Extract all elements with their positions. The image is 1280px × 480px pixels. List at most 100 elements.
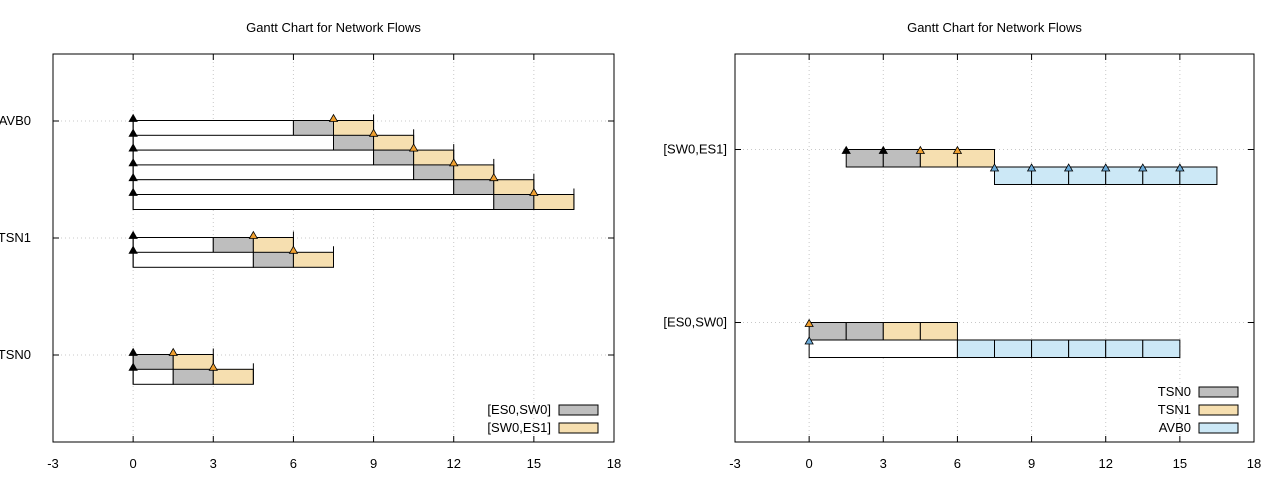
release-marker (128, 172, 138, 182)
legend-label: AVB0 (1159, 420, 1191, 435)
x-tick-label: 9 (1028, 456, 1035, 471)
arrival-marker (248, 230, 259, 239)
x-tick-label: 9 (370, 456, 377, 471)
bar-tsn0-frame (845, 322, 884, 341)
bar-avb0-frame (994, 339, 1033, 358)
release-marker (128, 187, 138, 196)
bar-tsn0-segment (172, 354, 214, 370)
release-marker (128, 230, 138, 239)
bar-avb0-segment (493, 179, 535, 196)
plot-frame (52, 53, 615, 443)
bar-tsn0-segment (172, 368, 214, 385)
transmission-marker (1138, 163, 1148, 172)
wait-bar (132, 179, 455, 196)
bar-avb0-segment (493, 194, 535, 210)
x-tick-label: 15 (1173, 456, 1187, 471)
x-tick-label: 3 (880, 456, 887, 471)
bar-tsn0-segment (212, 368, 254, 385)
release-marker (128, 362, 138, 371)
x-tick-label: 15 (527, 456, 541, 471)
bar-avb0-segment (333, 134, 375, 151)
y-tick-label-avb0: AVB0 (0, 113, 31, 128)
arrival-marker (368, 128, 379, 137)
bar-avb0-segment (373, 134, 415, 151)
bar-avb0-frame (1142, 339, 1181, 358)
plot-frame (734, 53, 1255, 443)
transmission-marker (952, 145, 963, 154)
x-tick-label: 12 (446, 456, 460, 471)
bar-avb0-segment (373, 149, 415, 166)
left-gantt-chart: Gantt Chart for Network Flows -3 0 3 6 9 12 15 1… (0, 20, 621, 471)
transmission-marker (804, 336, 814, 345)
arrival-marker (489, 172, 499, 182)
transmission-marker (878, 145, 888, 154)
legend-swatch (1198, 386, 1239, 398)
transmission-marker (841, 145, 851, 154)
y-tick-label: [SW0,ES1] (663, 142, 727, 157)
bar-tsn0-frame (882, 149, 921, 168)
arrival-marker (449, 158, 459, 167)
chart-title: Gantt Chart for Network Flows (907, 20, 1082, 35)
transmission-marker (915, 145, 926, 154)
transmission-marker (1175, 163, 1185, 172)
wait-bar (132, 134, 334, 151)
transmission-marker (1063, 163, 1074, 172)
bar-tsn0-segment (132, 354, 174, 370)
arrival-marker (328, 113, 339, 122)
x-tick-label: 12 (1098, 456, 1112, 471)
bar-avb0-frame (1031, 166, 1070, 185)
x-tick-label: 0 (130, 456, 137, 471)
wait-bar (132, 120, 294, 136)
bar-avb0-frame (1105, 166, 1144, 185)
y-tick-label-tsn1: TSN1 (0, 230, 31, 245)
bar-avb0-frame (1179, 166, 1218, 185)
bar-avb0-frame (1068, 339, 1107, 358)
x-tick-label: 6 (290, 456, 297, 471)
arrival-marker (529, 187, 539, 196)
bar-avb0-segment (413, 164, 455, 181)
arrival-marker (288, 245, 299, 254)
bar-avb0-segment (292, 120, 334, 136)
arrival-marker (208, 362, 218, 371)
bar-tsn1-segment (252, 251, 294, 268)
wait-bar (132, 237, 214, 253)
bar-tsn0-frame (845, 149, 884, 168)
x-tick-label: 3 (210, 456, 217, 471)
chart-title: Gantt Chart for Network Flows (246, 20, 421, 35)
wait-bar (132, 164, 415, 181)
x-tick-label: -3 (729, 456, 741, 471)
wait-bar (132, 149, 375, 166)
release-marker (128, 143, 138, 152)
bar-tsn1-segment (292, 251, 334, 268)
right-gantt-chart: Gantt Chart for Network Flows -3 0 3 6 9 12 15 1… (663, 20, 1261, 471)
legend-swatch (558, 404, 599, 416)
y-tick-label-tsn0: TSN0 (0, 347, 31, 362)
bar-tsn1-frame (919, 149, 958, 168)
bar-avb0-frame (1068, 166, 1107, 185)
bar-tsn0-frame (808, 322, 847, 341)
bar-avb0-frame (994, 166, 1033, 185)
release-marker (128, 245, 138, 254)
bar-avb0-segment (333, 120, 375, 136)
y-tick-label: [ES0,SW0] (663, 315, 727, 330)
x-tick-label: 18 (1247, 456, 1261, 471)
wait-bar (132, 194, 495, 210)
x-tick-label: 18 (607, 456, 621, 471)
transmission-marker (989, 163, 1000, 172)
bar-avb0-frame (1105, 339, 1144, 358)
idle-bar (808, 339, 958, 358)
bar-tsn1-frame (882, 322, 921, 341)
legend-label: TSN1 (1158, 402, 1191, 417)
legend-label: [ES0,SW0] (487, 402, 551, 417)
x-tick-label: 6 (954, 456, 961, 471)
release-marker (128, 128, 138, 137)
arrival-marker (408, 143, 419, 152)
x-tick-label: -3 (47, 456, 59, 471)
bar-tsn1-frame (919, 322, 958, 341)
release-marker (128, 347, 138, 356)
legend-swatch (1198, 422, 1239, 434)
transmission-marker (804, 318, 814, 327)
wait-bar (132, 251, 254, 268)
bar-tsn1-frame (956, 149, 996, 168)
release-marker (128, 113, 138, 122)
